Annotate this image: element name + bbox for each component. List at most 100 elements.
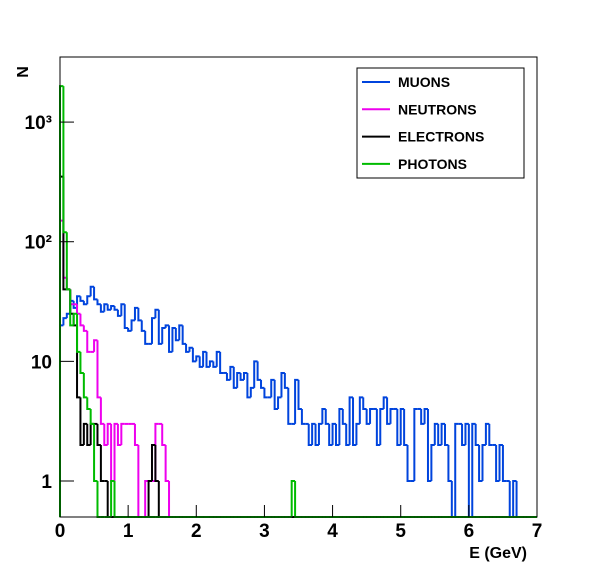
histogram-bin — [403, 408, 408, 446]
y-tick-label: 10 — [31, 352, 52, 373]
histogram-bin — [96, 299, 101, 306]
histogram-bin — [82, 372, 88, 399]
histogram-bin — [150, 443, 156, 481]
histogram-bin — [379, 407, 384, 445]
histogram-bin — [331, 422, 336, 445]
y-tick-label: 10³ — [25, 113, 52, 134]
histogram-bin — [355, 422, 360, 445]
histogram-bin — [72, 300, 78, 309]
histogram-bin — [86, 423, 91, 446]
histogram-bin — [86, 330, 91, 353]
histogram-bin — [65, 312, 71, 319]
histogram-bin — [113, 306, 118, 311]
histogram-bin — [161, 423, 166, 446]
histogram-bin — [225, 372, 231, 381]
histogram-bin — [202, 350, 207, 367]
histogram-bin — [229, 365, 234, 380]
histogram-bin — [382, 396, 388, 409]
histogram-bin — [137, 307, 142, 322]
histogram-bin — [82, 325, 88, 332]
histogram-bin — [188, 346, 193, 352]
histogram-bin — [164, 324, 170, 329]
histogram-bin — [369, 407, 374, 424]
histogram-bin — [147, 479, 152, 517]
histogram-bin — [348, 396, 354, 445]
histogram-bin — [474, 423, 480, 446]
histogram-bin — [140, 320, 146, 332]
histogram-bin — [495, 444, 500, 482]
histogram-bin — [297, 379, 302, 410]
histogram-bin — [454, 422, 459, 517]
histogram-bin — [123, 304, 129, 330]
histogram-bin — [249, 386, 255, 398]
x-tick-label: 0 — [55, 521, 66, 542]
histogram-bin — [215, 350, 221, 367]
histogram-bin — [324, 408, 330, 425]
histogram-bin — [461, 423, 466, 446]
histogram-bin — [321, 407, 326, 424]
histogram-bin — [76, 313, 81, 353]
histogram-bin — [277, 396, 282, 409]
histogram-bin — [82, 300, 88, 306]
frame — [59, 56, 538, 518]
histogram-bin — [317, 422, 323, 445]
histogram-bin — [154, 444, 159, 482]
histogram-bin — [171, 327, 176, 352]
x-axis-label: E (GeV) — [469, 545, 527, 562]
histogram-bin — [352, 397, 357, 446]
histogram-bin — [501, 444, 507, 482]
histogram-bin — [253, 360, 258, 388]
histogram-bin — [113, 422, 118, 481]
histogram-bin — [423, 407, 428, 424]
histogram-bin — [273, 379, 279, 410]
x-tick-label: 7 — [532, 521, 543, 542]
histogram-bin — [345, 423, 350, 446]
histogram-bin — [144, 330, 149, 345]
histogram-bin — [110, 305, 115, 310]
histogram-bin — [195, 355, 200, 362]
histogram-bin — [464, 422, 469, 445]
histogram-bin — [314, 423, 319, 446]
legend-label: PHOTONS — [398, 156, 467, 172]
histogram-bin — [239, 372, 244, 381]
histogram-bin — [181, 325, 187, 345]
histogram-bin — [127, 328, 132, 332]
histogram-bin — [150, 317, 156, 344]
histogram-bin — [413, 407, 418, 481]
histogram-bin — [294, 378, 299, 424]
histogram-bin — [283, 372, 289, 389]
x-tick-label: 4 — [327, 521, 338, 542]
histogram-bin — [96, 423, 101, 446]
histogram-bin — [93, 423, 98, 482]
x-tick-label: 6 — [464, 521, 475, 542]
y-tick-label: 10² — [25, 233, 52, 254]
legend-label: ELECTRONS — [398, 129, 484, 145]
histogram-bin — [116, 309, 122, 317]
histogram-bin — [133, 306, 139, 321]
histogram-bin — [334, 423, 340, 446]
histogram-bin — [106, 422, 112, 445]
histogram-bin — [260, 379, 265, 389]
histogram-bin — [174, 328, 180, 342]
histogram-bin — [72, 312, 78, 326]
histogram-bin — [79, 351, 84, 374]
histogram-bin — [99, 444, 105, 482]
histogram-bin — [65, 232, 71, 291]
histogram-bin — [79, 296, 84, 302]
histogram-bin — [208, 360, 214, 367]
histogram-bin — [161, 327, 166, 344]
histogram-bin — [263, 387, 268, 399]
legend-box — [356, 67, 525, 179]
histogram-bin — [212, 361, 217, 368]
y-axis-label: N — [15, 66, 32, 78]
histogram-bin — [420, 408, 425, 425]
histogram-bin — [498, 443, 503, 481]
histogram-bin — [69, 289, 74, 327]
histogram-bin — [290, 479, 296, 517]
histogram-bin — [99, 304, 105, 313]
histogram-bin — [110, 479, 115, 517]
histogram-bin — [133, 423, 139, 446]
histogram-bin — [198, 356, 204, 368]
histogram-bin — [79, 397, 84, 446]
